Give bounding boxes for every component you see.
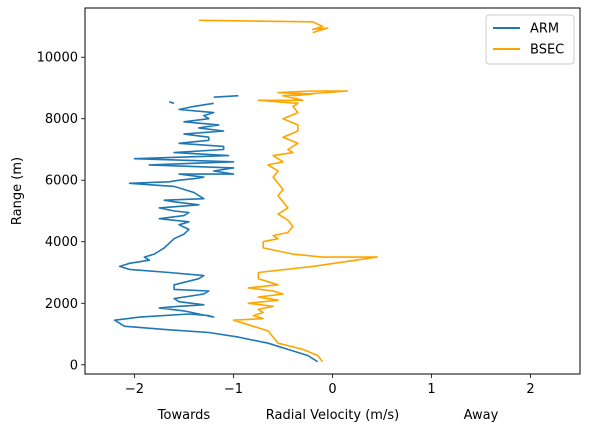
y-tick-label: 8000 — [45, 112, 78, 127]
y-tick-label: 10000 — [37, 51, 78, 66]
series-layer — [113, 19, 378, 363]
x-tick-label: 0 — [328, 382, 336, 397]
y-tick-label: 2000 — [45, 297, 78, 312]
y-axis: 0 2000 4000 6000 8000 10000 — [37, 51, 85, 373]
legend-label-bsec: BSEC — [530, 43, 564, 58]
away-annotation: Away — [464, 408, 499, 423]
x-tick-label: −2 — [125, 382, 144, 397]
x-axis-label: Radial Velocity (m/s) — [266, 408, 399, 423]
y-tick-label: 0 — [70, 358, 78, 373]
x-axis: −2 −1 0 1 2 — [125, 374, 535, 397]
y-tick-label: 6000 — [45, 174, 78, 189]
legend-label-arm: ARM — [530, 22, 559, 37]
x-tick-label: 2 — [526, 382, 534, 397]
series-line-arm — [113, 94, 319, 363]
x-tick-label: 1 — [427, 382, 435, 397]
y-tick-label: 4000 — [45, 235, 78, 250]
x-tick-label: −1 — [224, 382, 243, 397]
legend: ARM BSEC — [485, 14, 575, 65]
towards-annotation: Towards — [157, 408, 211, 423]
series-line-bsec — [198, 19, 378, 363]
y-axis-label: Range (m) — [10, 157, 25, 225]
